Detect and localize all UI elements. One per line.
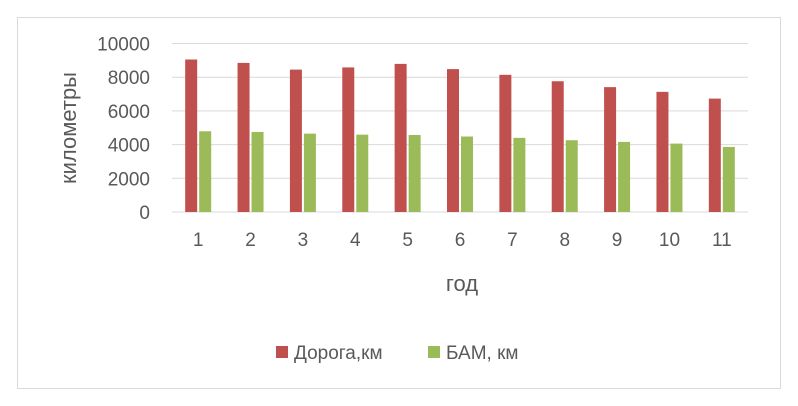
- x-tick-label: 9: [612, 230, 623, 251]
- y-tick-label: 6000: [108, 102, 150, 123]
- x-tick-label: 2: [245, 230, 256, 251]
- x-tick-label: 1: [193, 230, 204, 251]
- x-tick-label: 5: [402, 230, 413, 251]
- bar-doroga: [289, 69, 302, 213]
- bar-doroga: [499, 74, 512, 212]
- bar-bam: [461, 136, 473, 212]
- bar-doroga: [237, 62, 250, 212]
- bar-doroga: [394, 63, 407, 212]
- x-axis-title: год: [446, 271, 478, 296]
- x-tick-label: 6: [455, 230, 466, 251]
- legend-swatch: [276, 346, 288, 358]
- bar-doroga: [708, 98, 721, 212]
- legend-swatch: [428, 346, 440, 358]
- bar-bam: [722, 146, 735, 212]
- y-tick-label: 0: [139, 203, 150, 224]
- y-tick-label: 8000: [108, 68, 150, 89]
- bar-bam: [251, 131, 264, 212]
- bar-bam: [670, 143, 683, 212]
- x-tick-label: 3: [298, 230, 309, 251]
- chart-frame: [17, 17, 781, 389]
- y-tick-label: 10000: [97, 35, 150, 56]
- legend-label: БАМ, км: [446, 343, 518, 364]
- x-tick-label: 4: [350, 230, 361, 251]
- x-tick-label: 7: [507, 230, 518, 251]
- y-tick-label: 4000: [108, 136, 150, 157]
- x-tick-label: 11: [712, 230, 732, 251]
- y-axis-title: километры: [56, 72, 81, 184]
- bar-bam: [356, 134, 369, 212]
- bar-doroga: [185, 59, 198, 212]
- bar-bam: [408, 134, 421, 212]
- y-tick-label: 2000: [108, 169, 150, 190]
- bar-bam: [303, 133, 316, 212]
- bar-bam: [565, 140, 578, 212]
- x-tick-label: 10: [659, 230, 680, 251]
- bar-doroga: [604, 87, 617, 212]
- bar-bam: [199, 131, 212, 212]
- bar-doroga: [656, 91, 669, 212]
- bar-doroga: [551, 81, 564, 212]
- legend-label: Дорога,км: [294, 343, 383, 364]
- x-tick-label: 8: [559, 230, 570, 251]
- bar-doroga: [342, 67, 355, 212]
- bar-doroga: [447, 69, 459, 212]
- bar-bam: [513, 137, 526, 212]
- bar-bam: [618, 141, 631, 212]
